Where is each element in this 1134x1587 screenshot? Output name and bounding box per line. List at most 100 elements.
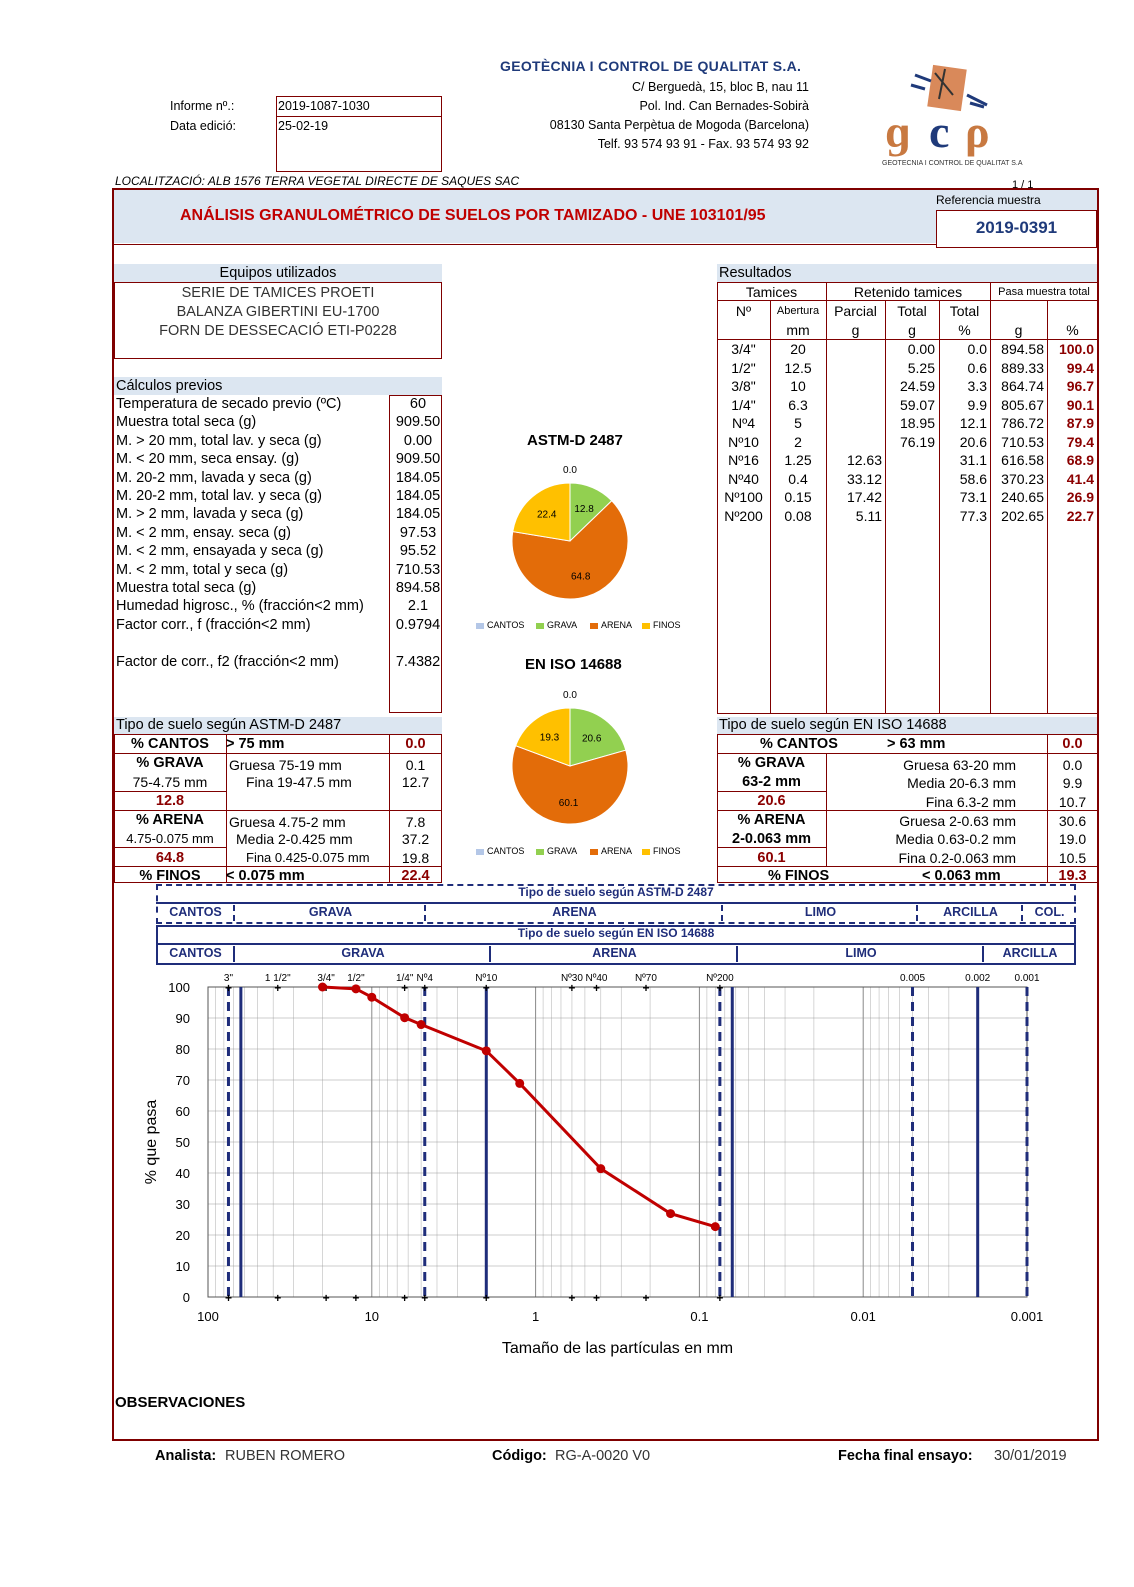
resultados-title: Resultados bbox=[719, 265, 792, 281]
astm-grava-label: % GRAVA bbox=[136, 755, 204, 771]
h-total: Total bbox=[897, 303, 927, 319]
iso-finos-range: < 0.063 mm bbox=[922, 868, 1001, 884]
res-cell-g: 864.74 bbox=[1001, 378, 1044, 394]
h-totalp: Total bbox=[949, 303, 980, 319]
iso-grava-label: % GRAVA bbox=[737, 755, 806, 771]
calc-label: M. 20-2 mm, total lav. y seca (g) bbox=[116, 488, 323, 504]
res-cell-ab: 1.25 bbox=[784, 452, 812, 468]
calc-label: Temperatura de secado previo (ºC) bbox=[116, 396, 342, 412]
iso-grava-gruesa: Gruesa 63-20 mm bbox=[903, 757, 1016, 773]
resultados-row: Nº200 0.08 5.11 77.3 202.65 22.7 bbox=[717, 508, 1098, 526]
h-n: Nº bbox=[735, 303, 752, 319]
u-pct: % bbox=[958, 322, 971, 338]
iso-grava-fina-v: 10.7 bbox=[1058, 794, 1087, 810]
resultados-row: Nº100 0.15 17.42 73.1 240.65 26.9 bbox=[717, 489, 1098, 507]
pie-slice-arena bbox=[511, 745, 629, 825]
pie-slice-finos bbox=[515, 707, 571, 767]
res-cell-totp: 0.0 bbox=[967, 341, 987, 357]
x-tick-label: 0.01 bbox=[851, 1309, 876, 1324]
res-cell-totp: 9.9 bbox=[967, 396, 987, 413]
calc-value: 0.00 bbox=[403, 432, 433, 449]
sieve-label: Nº30 bbox=[561, 973, 583, 984]
iso-arena-fina-v: 10.5 bbox=[1058, 850, 1087, 866]
res-cell-ab: 2 bbox=[794, 433, 802, 450]
astm-band-title: Tipo de suelo según ASTM-D 2487 bbox=[518, 885, 714, 899]
calc-label: M. < 2 mm, ensay. seca (g) bbox=[116, 524, 291, 541]
iso-band-arena: ARENA bbox=[489, 946, 738, 962]
y-tick-label: 60 bbox=[176, 1104, 190, 1119]
h-parcial: Parcial bbox=[834, 303, 877, 319]
y-tick-label: 50 bbox=[176, 1135, 190, 1150]
calc-value: 909.50 bbox=[395, 451, 441, 468]
astm-arena-gruesa-v: 7.8 bbox=[405, 814, 426, 830]
sieve-label: Nº200 bbox=[706, 973, 734, 984]
res-cell-p: 96.7 bbox=[1066, 378, 1094, 394]
res-cell-ab: 10 bbox=[790, 378, 806, 394]
res-cell-tot: 76.19 bbox=[899, 433, 935, 450]
res-cell-totp: 31.1 bbox=[959, 452, 987, 468]
equipo-2: BALANZA GIBERTINI EU-1700 bbox=[176, 304, 380, 320]
astm-arena-label: % ARENA bbox=[136, 812, 204, 828]
pie2-title: EN ISO 14688 bbox=[525, 656, 622, 673]
iso-band-cantos: CANTOS bbox=[169, 946, 222, 960]
iso-arena-gruesa-v: 30.6 bbox=[1058, 813, 1087, 829]
resultados-box bbox=[717, 282, 1098, 714]
company-address-3: 08130 Santa Perpètua de Mogoda (Barcelon… bbox=[549, 118, 809, 132]
equipos-box bbox=[114, 282, 442, 359]
calc-value: 97.53 bbox=[399, 524, 437, 541]
res-cell-g: 805.67 bbox=[1001, 396, 1044, 413]
informe-value: 2019-1087-1030 bbox=[278, 99, 370, 113]
sieve-label: 3" bbox=[224, 973, 234, 984]
res-cell-n: 1/4" bbox=[731, 396, 756, 413]
resultados-rows: 3/4" 20 0.00 0.0 894.58 100.0 1/2" 12.5 5.25 0.6 8… bbox=[717, 341, 1098, 531]
informe-label: Informe nº.: bbox=[170, 99, 235, 113]
res-cell-par: 33.12 bbox=[846, 470, 882, 487]
h-tamices: Tamices bbox=[745, 284, 798, 300]
iso-cantos-value: 0.0 bbox=[1062, 736, 1083, 752]
res-cell-tot: 59.07 bbox=[899, 396, 935, 413]
ref-box bbox=[936, 210, 1097, 248]
iso-finos-label: % FINOS bbox=[768, 868, 830, 884]
iso-grava-sub: 63-2 mm bbox=[742, 774, 801, 790]
calc-value: 184.05 bbox=[395, 488, 441, 504]
y-axis-title: % que pasa bbox=[143, 1100, 160, 1185]
sieve-mark-top: + bbox=[225, 981, 232, 995]
resultados-row: 1/2" 12.5 5.25 0.6 889.33 99.4 bbox=[717, 360, 1098, 378]
iso-grava-gruesa-v: 0.0 bbox=[1062, 757, 1083, 773]
iso-arena-sub: 2-0.063 mm bbox=[732, 831, 811, 847]
data-point bbox=[596, 1164, 606, 1174]
res-cell-totp: 3.3 bbox=[967, 378, 987, 394]
u-pct2: % bbox=[1066, 322, 1079, 338]
ref-label: Referencia muestra bbox=[936, 193, 1041, 207]
sieve-mark-bottom: + bbox=[352, 1291, 359, 1305]
equipo-3: FORN DE DESSECACIÓ ETI-P0228 bbox=[159, 323, 397, 339]
sieve-label: 1 1/2" bbox=[265, 973, 291, 984]
localitzacio: LOCALITZACIÓ: ALB 1576 TERRA VEGETAL DIR… bbox=[115, 174, 520, 188]
sieve-label: Nº70 bbox=[635, 973, 657, 984]
company-address-2: Pol. Ind. Can Bernades-Sobirà bbox=[639, 99, 809, 113]
x-tick-label: 0.001 bbox=[1011, 1309, 1044, 1324]
iso-band bbox=[156, 925, 1076, 965]
company-logo: ɡ c ρ bbox=[875, 55, 1035, 165]
u-mm: mm bbox=[786, 322, 810, 338]
pie-label-cantos: 0.0 bbox=[563, 690, 577, 701]
res-cell-n: 3/4" bbox=[731, 341, 756, 357]
astm-grava-sub: 75-4.75 mm bbox=[132, 774, 208, 790]
data-point bbox=[400, 1013, 410, 1023]
res-cell-g: 240.65 bbox=[1001, 489, 1044, 505]
svg-text:ɡ: ɡ bbox=[885, 106, 910, 157]
astm-arena-fina-v: 19.8 bbox=[401, 850, 430, 866]
sieve-mark-bottom: + bbox=[593, 1291, 600, 1305]
astm-table bbox=[114, 734, 442, 883]
main-frame bbox=[112, 188, 1099, 1441]
analista-label: Analista: bbox=[155, 1448, 217, 1464]
y-tick-label: 20 bbox=[176, 1228, 190, 1243]
sieve-mark-bottom: + bbox=[483, 1291, 490, 1305]
data-point bbox=[666, 1209, 676, 1219]
data-point bbox=[515, 1078, 525, 1088]
astm-cantos-label: % CANTOS bbox=[131, 736, 209, 752]
observaciones-label: OBSERVACIONES bbox=[115, 1394, 246, 1411]
sieve-mark-bottom: + bbox=[568, 1291, 575, 1305]
res-cell-p: 87.9 bbox=[1066, 415, 1094, 431]
codigo-label: Código: bbox=[492, 1448, 547, 1464]
